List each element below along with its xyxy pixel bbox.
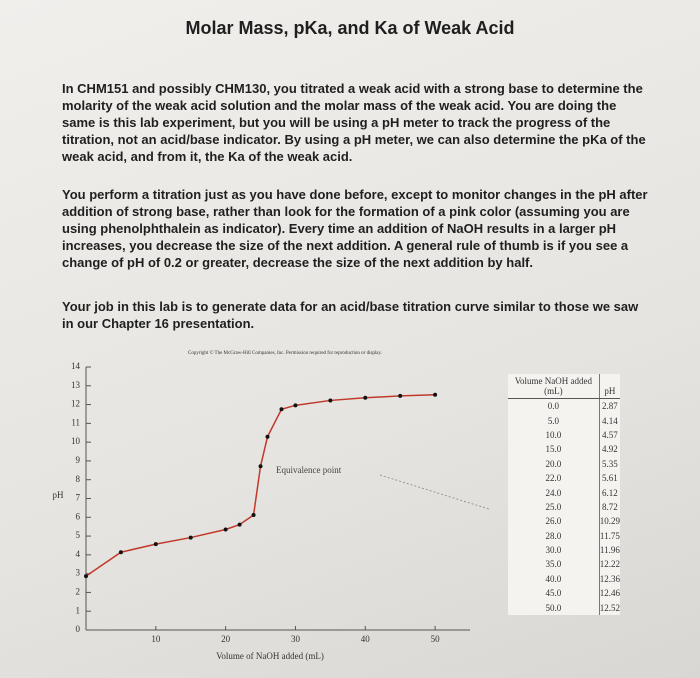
y-tick-label: 8 bbox=[76, 474, 81, 484]
table-row: 30.0 11.96 bbox=[508, 542, 620, 558]
data-point bbox=[433, 392, 438, 397]
table-cell: 45.0 bbox=[508, 586, 600, 601]
data-point bbox=[237, 522, 242, 527]
table-row: 25.0 8.72 bbox=[508, 499, 620, 515]
table-header: Volume NaOH added (mL) bbox=[508, 374, 600, 399]
data-point bbox=[223, 527, 228, 532]
x-tick-label: 40 bbox=[361, 634, 371, 644]
table-cell: 50.0 bbox=[508, 600, 600, 615]
table-cell: 15.0 bbox=[508, 442, 600, 457]
table-row: 22.0 5.61 bbox=[508, 470, 620, 486]
table-cell: 2.87 bbox=[602, 401, 618, 412]
table-cell: 11.75 bbox=[599, 530, 620, 541]
table-cell: 5.61 bbox=[602, 473, 618, 484]
table-row: 20.0 5.35 bbox=[508, 456, 620, 471]
data-point bbox=[293, 403, 298, 408]
table-cell: 4.14 bbox=[602, 415, 618, 426]
x-tick-label: 30 bbox=[291, 634, 301, 644]
table-cell: 0.0 bbox=[508, 398, 600, 414]
paragraph: You perform a titration just as you have… bbox=[62, 187, 648, 270]
y-tick-label: 14 bbox=[71, 361, 81, 371]
curve bbox=[85, 394, 436, 577]
table-row: 35.0 12.22 bbox=[508, 557, 620, 572]
data-point bbox=[363, 395, 368, 400]
table-cell: 22.0 bbox=[508, 470, 600, 486]
paragraph: In CHM151 and possibly CHM130, you titra… bbox=[62, 81, 646, 164]
table-cell: 5.0 bbox=[508, 413, 600, 428]
y-tick-label: 1 bbox=[76, 605, 81, 615]
table-row: 10.0 4.57 bbox=[508, 427, 620, 443]
table-cell: 12.36 bbox=[599, 573, 620, 584]
table-row: 45.0 12.46 bbox=[508, 586, 620, 601]
table-cell: 4.57 bbox=[602, 429, 618, 440]
table-cell: 20.0 bbox=[508, 456, 600, 471]
table-cell: 4.92 bbox=[602, 444, 618, 455]
data-point bbox=[265, 434, 270, 439]
x-axis-label: Volume of NaOH added (mL) bbox=[216, 651, 324, 661]
table-cell: 28.0 bbox=[508, 528, 600, 543]
table-cell: 40.0 bbox=[508, 571, 600, 587]
y-tick-label: 4 bbox=[76, 549, 81, 559]
table-cell: 11.96 bbox=[599, 545, 620, 556]
table-row: 40.0 12.36 bbox=[508, 571, 620, 587]
chart-caption: Copyright © The McGraw-Hill Companies, I… bbox=[188, 350, 382, 356]
table-row: 0.0 2.87 bbox=[508, 398, 620, 414]
data-point bbox=[188, 535, 193, 540]
data-point bbox=[118, 550, 123, 555]
table-cell: 6.12 bbox=[602, 487, 618, 498]
table-cell: 10.0 bbox=[508, 427, 600, 443]
data-point bbox=[258, 464, 263, 469]
y-tick-label: 10 bbox=[71, 436, 81, 446]
y-tick-label: 7 bbox=[76, 493, 81, 503]
leader-line bbox=[379, 474, 490, 510]
x-tick-label: 20 bbox=[221, 634, 231, 644]
data-point bbox=[153, 542, 158, 547]
y-tick-label: 11 bbox=[71, 417, 80, 427]
table-cell: 12.46 bbox=[599, 588, 620, 599]
y-tick-label: 0 bbox=[76, 624, 81, 634]
table-cell: 5.35 bbox=[602, 458, 618, 469]
data-point bbox=[398, 393, 403, 398]
y-tick-label: 2 bbox=[76, 586, 81, 596]
page-title: Molar Mass, pKa, and Ka of Weak Acid bbox=[185, 18, 515, 38]
table-cell: 8.72 bbox=[602, 501, 618, 512]
y-tick-label: 13 bbox=[71, 380, 81, 390]
data-point bbox=[251, 513, 256, 518]
table-cell: 26.0 bbox=[508, 514, 600, 529]
table-cell: 12.22 bbox=[599, 559, 620, 570]
table-cell: 12.52 bbox=[599, 602, 620, 613]
table-cell: 24.0 bbox=[508, 485, 600, 500]
paragraph: Your job in this lab is to generate data… bbox=[62, 299, 639, 331]
x-tick-label: 50 bbox=[431, 634, 441, 644]
y-tick-label: 9 bbox=[76, 455, 81, 465]
table-row: 26.0 10.29 bbox=[508, 514, 620, 529]
y-tick-label: 6 bbox=[76, 511, 81, 521]
y-tick-label: 12 bbox=[71, 399, 80, 409]
table-row: 5.0 4.14 bbox=[508, 413, 620, 428]
table-cell: 25.0 bbox=[508, 499, 600, 515]
x-tick-label: 10 bbox=[151, 634, 161, 644]
chart: Copyright © The McGraw-Hill Companies, I… bbox=[53, 350, 490, 661]
data-table: Volume NaOH added (mL) pH 0.0 2.87 5.0 4.14 1… bbox=[508, 374, 620, 615]
data-point bbox=[84, 574, 88, 579]
table-header: pH bbox=[599, 374, 620, 399]
table-row: 15.0 4.92 bbox=[508, 442, 620, 457]
y-tick-label: 5 bbox=[76, 530, 81, 540]
annotation: Equivalence point bbox=[276, 465, 342, 475]
table-row: 50.0 12.52 bbox=[508, 600, 620, 615]
y-axis-label: pH bbox=[53, 490, 65, 500]
y-tick-label: 3 bbox=[76, 568, 81, 578]
table-cell: 35.0 bbox=[508, 557, 600, 572]
table-row: 28.0 11.75 bbox=[508, 528, 620, 543]
data-point bbox=[328, 398, 333, 403]
table-cell: 10.29 bbox=[599, 516, 620, 527]
table-cell: 30.0 bbox=[508, 542, 600, 558]
data-point bbox=[279, 407, 284, 412]
table-row: 24.0 6.12 bbox=[508, 485, 620, 500]
